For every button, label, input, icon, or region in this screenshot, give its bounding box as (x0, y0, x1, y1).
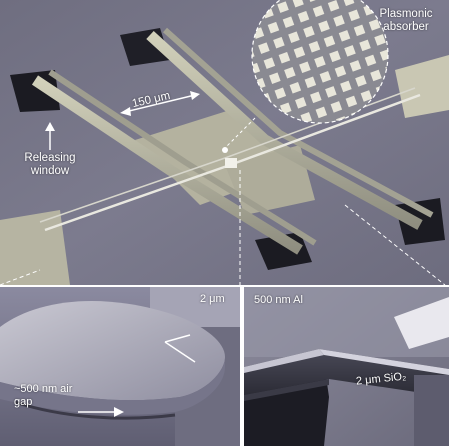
top-panel-sem-overview: Plasmonic absorber 150 μm Releasing wind… (0, 0, 449, 285)
bottom-right-image (244, 287, 449, 446)
air-gap-label: ~500 nm air gap (14, 383, 73, 408)
scale-arrow (120, 91, 200, 116)
thickness-label: 2 μm (200, 293, 225, 305)
panel-divider-horizontal (0, 285, 449, 287)
releasing-window-label: Releasing window (24, 152, 76, 177)
top-panel-image (0, 0, 449, 285)
plasmonic-absorber-label: Plasmonic absorber (379, 8, 433, 33)
window-arrow (45, 122, 55, 150)
al-thickness-label: 500 nm Al (254, 294, 303, 306)
plasmonic-inset (252, 0, 388, 123)
panel-divider-vertical (240, 287, 244, 446)
bottom-left-panel-airgap: 2 μm ~500 nm air gap (0, 287, 240, 446)
bottom-right-panel-cross-section: 500 nm Al 2 μm SiO₂ (244, 287, 449, 446)
suspended-slab (0, 300, 225, 401)
releasing-pit (10, 70, 60, 112)
bottom-left-image (0, 287, 240, 446)
